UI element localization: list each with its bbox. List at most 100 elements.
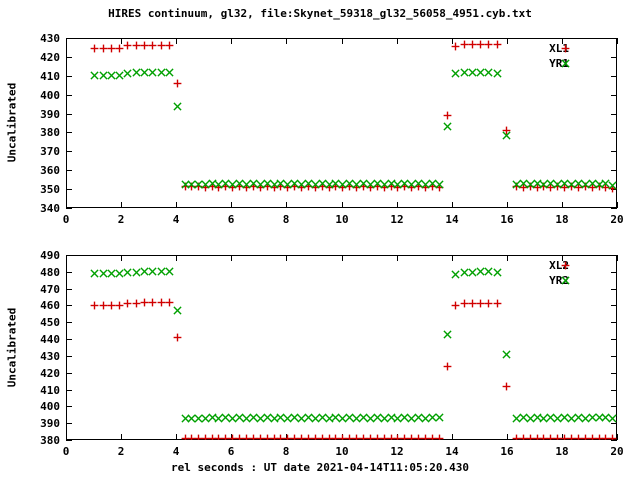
data-point-cross — [256, 180, 265, 189]
data-point-plus — [533, 434, 542, 440]
data-point-plus — [588, 434, 597, 440]
data-point-cross — [567, 414, 576, 423]
legend-item-xl2[interactable]: XL2 — [515, 259, 615, 273]
y-axis-tick-label: 430 — [40, 350, 60, 363]
x-axis-tick-label: 2 — [117, 213, 125, 226]
data-point-plus — [387, 434, 396, 440]
data-point-plus — [352, 434, 361, 440]
y-axis-tick — [66, 390, 72, 391]
data-point-cross — [115, 269, 124, 278]
y-axis-tick-label: 360 — [40, 164, 60, 177]
data-point-cross — [594, 413, 604, 422]
x-axis-tick-top — [286, 255, 287, 261]
y-axis-tick — [66, 208, 72, 209]
data-point-plus — [157, 298, 166, 307]
x-axis-tick — [176, 202, 177, 208]
data-point-plus — [468, 40, 477, 49]
data-point-cross — [311, 180, 320, 189]
data-point-plus — [533, 183, 542, 192]
data-point-cross — [107, 269, 116, 278]
data-point-cross — [414, 413, 423, 422]
data-point-plus — [115, 301, 124, 310]
data-point-cross — [290, 413, 299, 422]
x-axis-tick-label: 14 — [445, 445, 459, 458]
x-axis-tick-top — [562, 255, 563, 261]
data-point-plus — [331, 434, 340, 440]
data-point-cross — [560, 413, 569, 422]
y-axis-tick — [66, 132, 72, 133]
x-axis-tick-label: 20 — [610, 213, 624, 226]
x-axis-tick — [231, 202, 232, 208]
data-point-cross — [148, 267, 157, 276]
data-point-cross — [393, 180, 403, 189]
data-point-cross — [99, 269, 108, 278]
data-point-cross — [324, 180, 334, 189]
y-axis-tick-right — [611, 57, 617, 58]
y-axis-tick-right — [611, 114, 617, 115]
data-point-cross — [567, 180, 576, 189]
data-point-cross — [242, 180, 251, 189]
data-point-cross — [201, 180, 210, 189]
bottom-plot-panel: 380 390 400 410 420 430 440 450 460 470 480 490 0 2 4 6… — [6, 249, 624, 458]
legend-item-yr2[interactable]: YR2 — [515, 274, 615, 288]
data-point-plus — [421, 434, 430, 440]
data-point-plus — [276, 434, 285, 440]
data-point-cross — [588, 413, 597, 422]
data-point-plus — [290, 434, 299, 440]
data-point-plus — [352, 183, 361, 192]
x-axis-tick-label: 18 — [555, 445, 569, 458]
data-point-cross — [443, 122, 452, 131]
data-point-cross — [512, 180, 521, 189]
data-point-cross — [140, 267, 149, 276]
data-point-cross — [242, 414, 251, 423]
data-point-plus — [484, 299, 493, 308]
data-point-cross — [435, 413, 444, 422]
data-point-plus — [132, 299, 141, 308]
data-point-plus — [601, 434, 610, 440]
data-point-cross — [165, 267, 174, 276]
data-point-cross — [484, 267, 493, 276]
data-point-plus — [297, 434, 306, 440]
data-point-cross — [276, 413, 285, 422]
x-axis-tick — [286, 434, 287, 440]
x-axis-tick-top — [397, 255, 398, 261]
y-axis-tick — [66, 305, 72, 306]
data-point-plus — [493, 299, 502, 308]
x-axis-tick — [452, 434, 453, 440]
data-point-cross — [366, 414, 375, 423]
data-point-cross — [249, 179, 258, 188]
data-point-plus — [451, 301, 460, 310]
data-point-plus — [359, 434, 368, 440]
data-point-plus — [561, 44, 570, 53]
x-axis-tick-top — [286, 38, 287, 44]
data-point-cross — [519, 179, 528, 188]
data-point-cross — [311, 414, 320, 423]
y-axis-tick-label: 370 — [40, 145, 60, 158]
data-point-plus — [201, 183, 210, 192]
data-point-cross — [214, 414, 223, 423]
data-point-plus — [476, 299, 485, 308]
data-point-plus — [99, 44, 108, 53]
data-point-cross — [601, 413, 611, 422]
data-point-plus — [574, 183, 583, 192]
data-point-plus — [539, 434, 548, 440]
data-point-plus — [140, 41, 149, 50]
x-axis-tick-label: 10 — [335, 445, 349, 458]
x-axis-tick — [397, 202, 398, 208]
data-point-cross — [228, 180, 237, 189]
data-point-cross — [228, 414, 237, 423]
x-axis-tick-label: 12 — [390, 445, 404, 458]
data-point-plus — [235, 434, 244, 440]
x-axis-tick-label: 8 — [282, 445, 290, 458]
data-point-plus — [387, 182, 396, 191]
data-point-plus — [242, 183, 251, 192]
legend-item-xl1[interactable]: XL1 — [515, 42, 615, 56]
data-point-cross — [407, 180, 416, 189]
y-axis-tick-right — [611, 305, 617, 306]
legend-item-yr1[interactable]: YR1 — [515, 57, 615, 71]
x-axis-tick — [286, 202, 287, 208]
data-point-plus — [493, 40, 502, 49]
data-point-plus — [451, 42, 460, 51]
data-point-cross — [386, 413, 396, 422]
data-point-cross — [560, 179, 569, 188]
